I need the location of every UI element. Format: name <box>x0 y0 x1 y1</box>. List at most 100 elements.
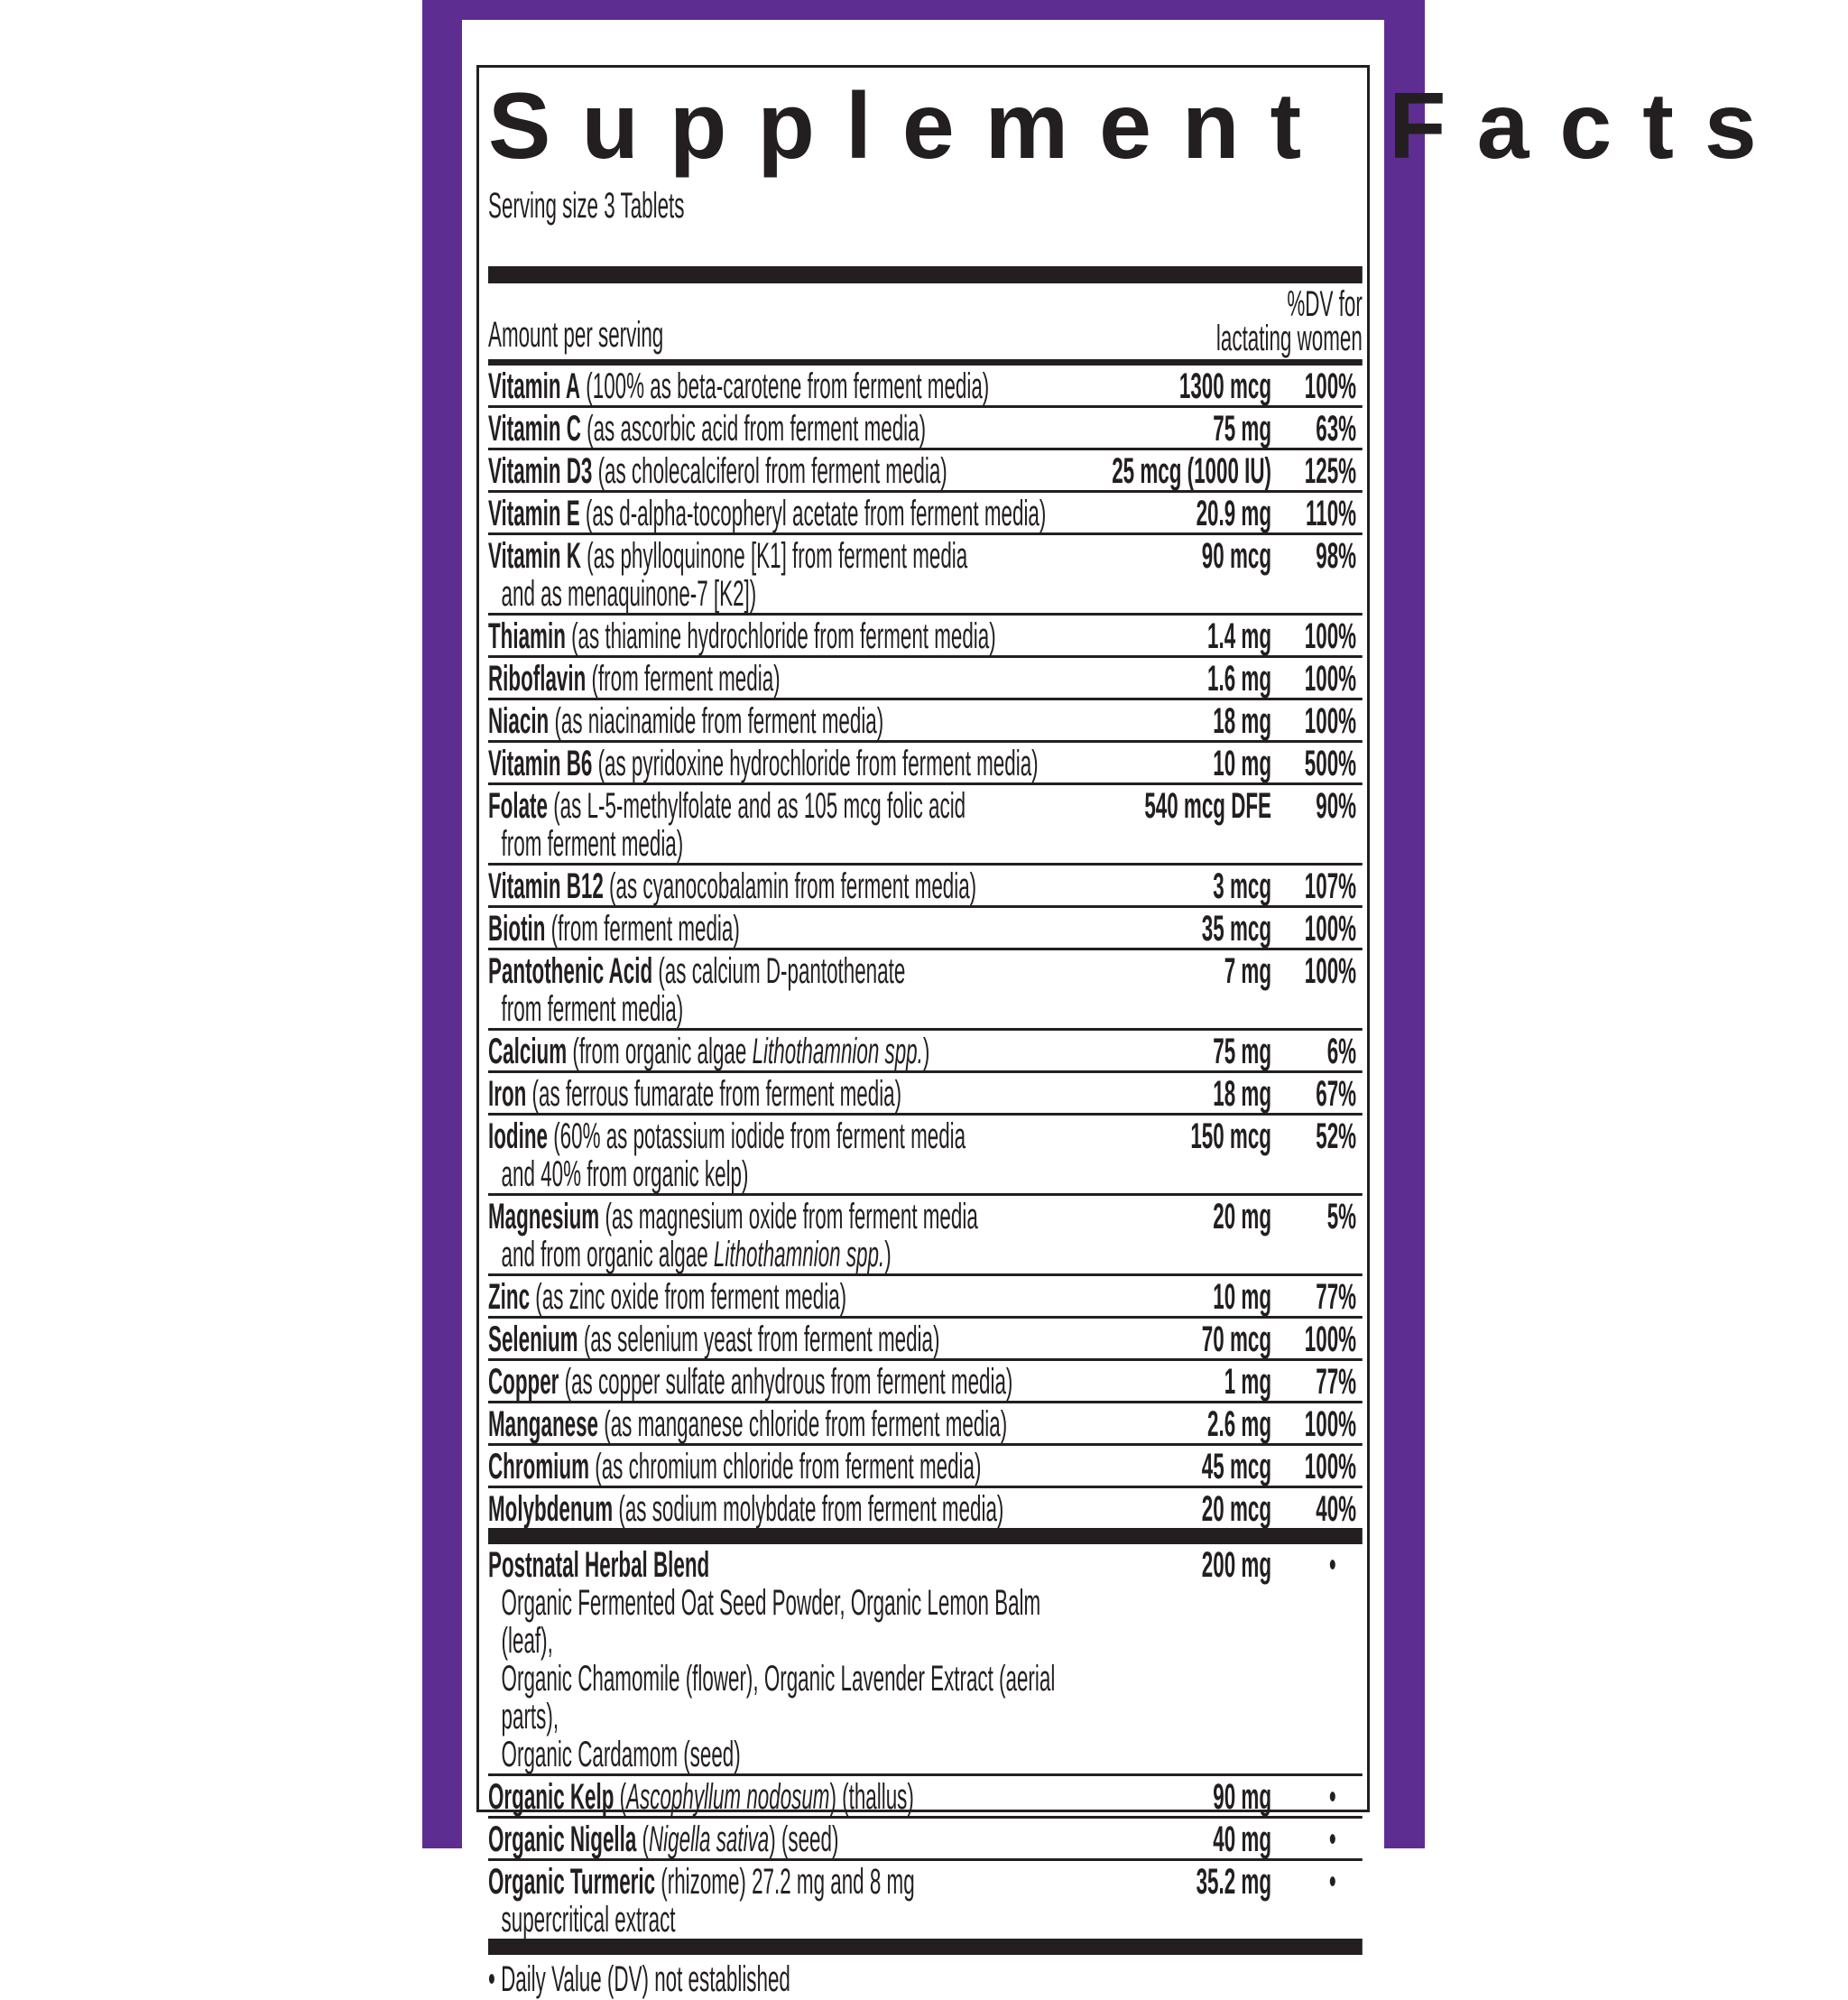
daily-value-percent: 6% <box>1326 1032 1357 1071</box>
description-line: Zinc (as zinc oxide from ferment media) <box>488 1278 1096 1316</box>
daily-value-percent: 67% <box>1316 1074 1357 1114</box>
ingredient-description: Manganese (as manganese chloride from fe… <box>488 1403 1096 1443</box>
nutrient-row: Selenium (as selenium yeast from ferment… <box>488 1319 1363 1361</box>
amount-per-serving: 1300 mcg <box>1178 366 1271 406</box>
description-line: Pantothenic Acid (as calcium D-pantothen… <box>488 952 1096 990</box>
description-line: Vitamin K (as phylloquinone [K1] from fe… <box>488 537 1096 575</box>
amount-per-serving: 90 mg <box>1213 1777 1271 1817</box>
amount-per-serving: 10 mg <box>1213 1277 1271 1317</box>
nutrient-row: Zinc (as zinc oxide from ferment media) 1… <box>488 1276 1363 1319</box>
description-line: Postnatal Herbal Blend <box>488 1546 1096 1584</box>
description-text: (from ferment media) <box>591 659 781 699</box>
description-line: Riboflavin (from ferment media) <box>488 660 1096 698</box>
daily-value-percent: 40% <box>1316 1489 1357 1529</box>
nutrient-row: Molybdenum (as sodium molybdate from fer… <box>488 1488 1363 1528</box>
ingredient-name: Zinc <box>488 1277 531 1317</box>
description-text: (as phylloquinone [K1] from ferment medi… <box>587 536 968 576</box>
nutrient-table: Vitamin A (100% as beta-carotene from fe… <box>488 366 1363 1528</box>
amount-per-serving: 18 mg <box>1213 701 1271 741</box>
amount-per-serving: 25 mcg (1000 IU) <box>1112 451 1271 491</box>
dv-not-established-bullet: • <box>1328 1777 1336 1817</box>
description-text: (as pyridoxine hydrochloride from fermen… <box>597 744 1039 783</box>
description-text: (as calcium D-pantothenate <box>658 951 906 991</box>
description-text: (as selenium yeast from ferment media) <box>583 1319 940 1359</box>
dv-header: %DV for lactating women <box>1215 284 1363 358</box>
ingredient-name: Vitamin A <box>488 366 581 406</box>
description-text: Organic Cardamom (seed) <box>501 1735 741 1774</box>
ingredient-name: Pantothenic Acid <box>488 951 653 991</box>
ingredient-description: Molybdenum (as sodium molybdate from fer… <box>488 1488 1096 1528</box>
ingredient-description: Thiamin (as thiamine hydrochloride from … <box>488 616 1096 655</box>
ingredient-name: Vitamin K <box>488 536 581 576</box>
amount-per-serving: 75 mg <box>1213 409 1271 449</box>
amount-per-serving: 40 mg <box>1213 1819 1271 1859</box>
description-line: Copper (as copper sulfate anhydrous from… <box>488 1363 1096 1401</box>
description-text: and as menaquinone-7 [K2]) <box>501 574 757 614</box>
serving-size: Serving size 3 Tablets <box>488 186 685 226</box>
ingredient-name: Vitamin B6 <box>488 744 593 783</box>
ingredient-description: Vitamin A (100% as beta-carotene from fe… <box>488 366 1096 405</box>
footnote: • Daily Value (DV) not established <box>488 1959 790 1999</box>
description-line: Vitamin C (as ascorbic acid from ferment… <box>488 410 1096 448</box>
ingredient-name: Postnatal Herbal Blend <box>488 1545 710 1585</box>
ingredient-description: Vitamin E (as d-alpha-tocopheryl acetate… <box>488 493 1096 532</box>
ingredient-name: Organic Turmeric <box>488 1862 656 1902</box>
nutrient-row: Vitamin D3 (as cholecalciferol from ferm… <box>488 450 1363 493</box>
amount-per-serving: 18 mg <box>1213 1074 1271 1114</box>
nutrient-row: Calcium (from organic algae Lithothamnio… <box>488 1031 1363 1073</box>
nutrient-row: Iodine (60% as potassium iodide from fer… <box>488 1116 1363 1196</box>
thick-divider <box>488 266 1363 283</box>
daily-value-percent: 107% <box>1304 866 1357 906</box>
dv-not-established-bullet: • <box>1328 1862 1336 1902</box>
description-line: Biotin (from ferment media) <box>488 910 1096 948</box>
ingredient-name: Iron <box>488 1074 527 1114</box>
description-line: Iron (as ferrous fumarate from ferment m… <box>488 1075 1096 1113</box>
description-text: (from ferment media) <box>550 909 740 949</box>
herbal-row: Organic Kelp (Ascophyllum nodosum) (thal… <box>488 1776 1363 1819</box>
daily-value-percent: 500% <box>1304 744 1357 783</box>
latin-name: Nigella sativa <box>649 1819 770 1859</box>
description-text: (as sodium molybdate from ferment media) <box>618 1489 1004 1529</box>
daily-value-percent: 110% <box>1306 494 1357 533</box>
ingredient-name: Folate <box>488 786 548 826</box>
amount-per-serving: 20.9 mg <box>1196 494 1271 533</box>
ingredient-description: Folate (as L-5-methylfolate and as 105 m… <box>488 785 1096 863</box>
description-line: Organic Fermented Oat Seed Powder, Organ… <box>488 1584 1096 1660</box>
latin-name: Lithothamnion spp. <box>713 1235 885 1274</box>
daily-value-percent: 5% <box>1326 1197 1357 1236</box>
ingredient-name: Thiamin <box>488 616 566 656</box>
amount-per-serving: 75 mg <box>1213 1032 1271 1071</box>
amount-per-serving: 1.6 mg <box>1207 659 1271 699</box>
description-text: ) (seed) <box>769 1819 839 1859</box>
nutrient-row: Riboflavin (from ferment media) 1.6 mg 100… <box>488 658 1363 700</box>
ingredient-description: Organic Kelp (Ascophyllum nodosum) (thal… <box>488 1776 1096 1816</box>
description-line: Calcium (from organic algae Lithothamnio… <box>488 1032 1096 1070</box>
description-line: Vitamin B6 (as pyridoxine hydrochloride … <box>488 745 1096 782</box>
daily-value-percent: 100% <box>1304 1404 1357 1444</box>
latin-name: Ascophyllum nodosum <box>626 1777 830 1817</box>
description-text: (from organic algae <box>572 1032 753 1071</box>
ingredient-description: Postnatal Herbal Blend Organic Fermented… <box>488 1544 1096 1773</box>
nutrient-row: Niacin (as niacinamide from ferment medi… <box>488 700 1363 743</box>
daily-value-percent: 52% <box>1316 1116 1357 1156</box>
description-text: Organic Chamomile (flower), Organic Lave… <box>501 1659 1056 1736</box>
herbal-table: Postnatal Herbal Blend Organic Fermented… <box>488 1544 1363 1939</box>
description-text: (as zinc oxide from ferment media) <box>535 1277 847 1317</box>
herbal-row: Organic Nigella (Nigella sativa) (seed) 4… <box>488 1819 1363 1861</box>
daily-value-percent: 100% <box>1304 616 1357 656</box>
thick-divider <box>488 1939 1363 1955</box>
ingredient-description: Vitamin B12 (as cyanocobalamin from ferm… <box>488 866 1096 905</box>
nutrient-row: Vitamin K (as phylloquinone [K1] from fe… <box>488 535 1363 616</box>
dv-header-line1: %DV for <box>1287 284 1363 324</box>
description-text: (as ferrous fumarate from ferment media) <box>531 1074 902 1114</box>
ingredient-name: Chromium <box>488 1447 589 1486</box>
nutrient-row: Vitamin B12 (as cyanocobalamin from ferm… <box>488 866 1363 908</box>
nutrient-row: Biotin (from ferment media) 35 mcg 100% <box>488 908 1363 950</box>
header-divider <box>488 359 1363 366</box>
amount-per-serving: 200 mg <box>1201 1545 1271 1585</box>
dv-header-line2: lactating women <box>1215 319 1363 358</box>
amount-per-serving: 3 mcg <box>1213 866 1271 906</box>
nutrient-row: Iron (as ferrous fumarate from ferment m… <box>488 1073 1363 1116</box>
nutrient-row: Pantothenic Acid (as calcium D-pantothen… <box>488 950 1363 1031</box>
amount-per-serving: 150 mcg <box>1190 1116 1271 1156</box>
